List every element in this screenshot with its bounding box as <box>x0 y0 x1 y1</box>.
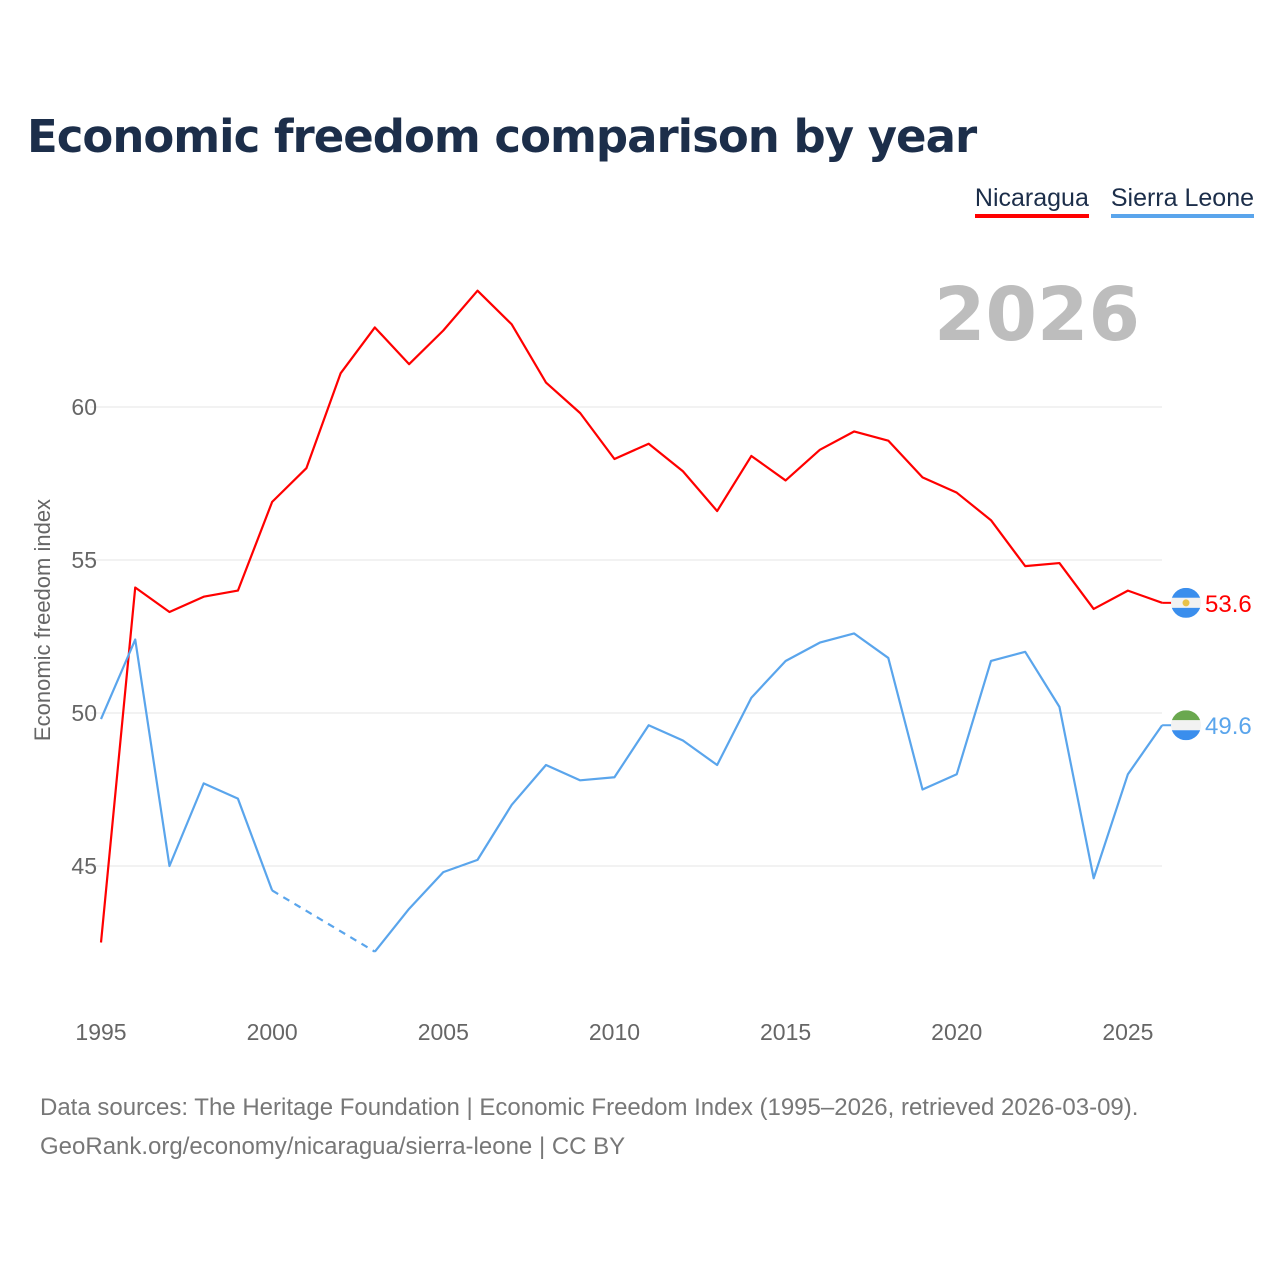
legend: Nicaragua Sierra Leone <box>974 184 1254 218</box>
year-label: 2026 <box>934 272 1140 358</box>
end-value-label-nicaragua: 53.6 <box>1205 591 1252 618</box>
y-tick-label: 60 <box>71 394 97 420</box>
y-axis-label: Economic freedom index <box>30 499 55 741</box>
series-line-sierra-leone <box>99 638 274 891</box>
source-line-1: Data sources: The Heritage Foundation | … <box>40 1094 1139 1121</box>
x-tick-label: 2005 <box>418 1019 469 1045</box>
x-tick-label: 2025 <box>1102 1019 1153 1045</box>
source-line-2: GeoRank.org/economy/nicaragua/sierra-leo… <box>40 1133 626 1160</box>
series-line-nicaragua <box>99 289 1163 943</box>
chart-title: Economic freedom comparison by year <box>27 110 977 163</box>
x-tick-label: 2000 <box>247 1019 298 1045</box>
y-tick-label: 45 <box>71 853 97 879</box>
source-note: Data sources: The Heritage Foundation | … <box>40 1088 1138 1166</box>
series-line-sierra-leone <box>373 632 1164 953</box>
legend-item-sierra-leone[interactable]: Sierra Leone <box>1110 184 1254 218</box>
sierra-leone-flag-icon <box>1171 710 1201 741</box>
x-tick-label: 2010 <box>589 1019 640 1045</box>
nicaragua-flag-icon <box>1171 587 1201 618</box>
series-gap-sierra-leone <box>271 889 376 953</box>
x-tick-label: 2020 <box>931 1019 982 1045</box>
y-tick-label: 55 <box>71 547 97 573</box>
x-tick-label: 2015 <box>760 1019 811 1045</box>
x-tick-label: 1995 <box>75 1019 126 1045</box>
end-value-label-sierra-leone: 49.6 <box>1205 713 1252 740</box>
y-tick-label: 50 <box>71 700 97 726</box>
legend-item-nicaragua[interactable]: Nicaragua <box>974 184 1089 218</box>
